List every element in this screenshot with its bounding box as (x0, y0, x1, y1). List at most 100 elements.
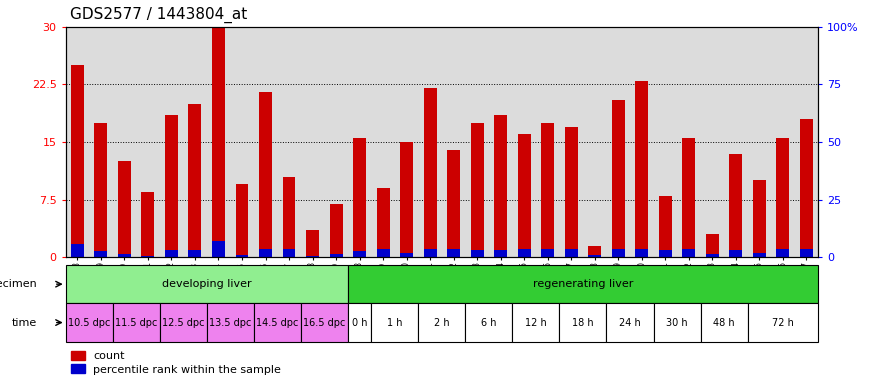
Text: 13.5 dpc: 13.5 dpc (209, 318, 251, 328)
Text: 10.5 dpc: 10.5 dpc (68, 318, 110, 328)
Bar (542, 123, 554, 249)
Bar (376, 249, 389, 257)
Text: developing liver: developing liver (162, 279, 251, 289)
Bar (66, 265, 348, 303)
Bar (259, 92, 272, 249)
Text: 12.5 dpc: 12.5 dpc (162, 318, 205, 328)
Bar (424, 249, 437, 257)
Bar (354, 138, 366, 251)
Bar (118, 161, 131, 254)
Bar (752, 180, 766, 253)
Bar (301, 303, 348, 342)
Bar (682, 138, 696, 249)
Bar (682, 249, 696, 257)
Bar (206, 303, 254, 342)
Bar (466, 303, 513, 342)
Bar (306, 256, 319, 257)
Bar (635, 81, 648, 249)
Bar (542, 249, 554, 257)
Bar (71, 244, 84, 257)
Bar (701, 303, 747, 342)
Bar (730, 250, 742, 257)
Text: 24 h: 24 h (620, 318, 640, 328)
Bar (513, 303, 559, 342)
Bar (94, 123, 108, 251)
Bar (447, 150, 460, 249)
Bar (518, 134, 530, 249)
Bar (94, 251, 108, 257)
Text: specimen: specimen (0, 279, 38, 289)
Bar (800, 119, 813, 249)
Text: 1 h: 1 h (387, 318, 402, 328)
Bar (659, 196, 672, 250)
Bar (706, 254, 718, 257)
Bar (160, 303, 206, 342)
Bar (747, 303, 818, 342)
Bar (348, 265, 818, 303)
Text: 11.5 dpc: 11.5 dpc (115, 318, 158, 328)
Bar (559, 303, 606, 342)
Legend: count, percentile rank within the sample: count, percentile rank within the sample (71, 351, 281, 375)
Bar (235, 255, 248, 257)
Bar (118, 254, 131, 257)
Bar (371, 303, 418, 342)
Bar (494, 115, 507, 250)
Bar (113, 303, 160, 342)
Bar (330, 204, 342, 254)
Bar (424, 88, 437, 249)
Bar (752, 253, 766, 257)
Bar (706, 234, 718, 254)
Bar (800, 249, 813, 257)
Bar (588, 255, 601, 257)
Bar (588, 246, 601, 255)
Bar (188, 104, 201, 250)
Bar (188, 250, 201, 257)
Bar (66, 303, 113, 342)
Bar (212, 241, 225, 257)
Text: 48 h: 48 h (713, 318, 735, 328)
Bar (142, 256, 154, 257)
Bar (212, 28, 225, 241)
Bar (165, 250, 178, 257)
Bar (471, 250, 484, 257)
Bar (659, 250, 672, 257)
Bar (283, 177, 296, 249)
Bar (606, 303, 654, 342)
Bar (418, 303, 466, 342)
Text: GDS2577 / 1443804_at: GDS2577 / 1443804_at (70, 7, 248, 23)
Bar (518, 249, 530, 257)
Text: 18 h: 18 h (572, 318, 594, 328)
Bar (354, 251, 366, 257)
Bar (776, 138, 789, 249)
Bar (330, 254, 342, 257)
Bar (306, 230, 319, 256)
Text: 12 h: 12 h (525, 318, 547, 328)
Bar (142, 192, 154, 256)
Bar (635, 249, 648, 257)
Bar (612, 100, 625, 249)
Bar (165, 115, 178, 250)
Text: time: time (12, 318, 38, 328)
Bar (612, 249, 625, 257)
Bar (564, 127, 578, 249)
Bar (376, 188, 389, 249)
Bar (254, 303, 301, 342)
Text: regenerating liver: regenerating liver (533, 279, 634, 289)
Text: 0 h: 0 h (352, 318, 367, 328)
Bar (400, 142, 413, 253)
Bar (654, 303, 701, 342)
Text: 72 h: 72 h (772, 318, 794, 328)
Bar (71, 65, 84, 244)
Bar (776, 249, 789, 257)
Text: 14.5 dpc: 14.5 dpc (256, 318, 298, 328)
Bar (348, 303, 371, 342)
Bar (494, 250, 507, 257)
Text: 16.5 dpc: 16.5 dpc (303, 318, 346, 328)
Text: 30 h: 30 h (666, 318, 688, 328)
Bar (564, 249, 578, 257)
Text: 6 h: 6 h (481, 318, 497, 328)
Bar (400, 253, 413, 257)
Bar (447, 249, 460, 257)
Bar (283, 249, 296, 257)
Bar (730, 154, 742, 250)
